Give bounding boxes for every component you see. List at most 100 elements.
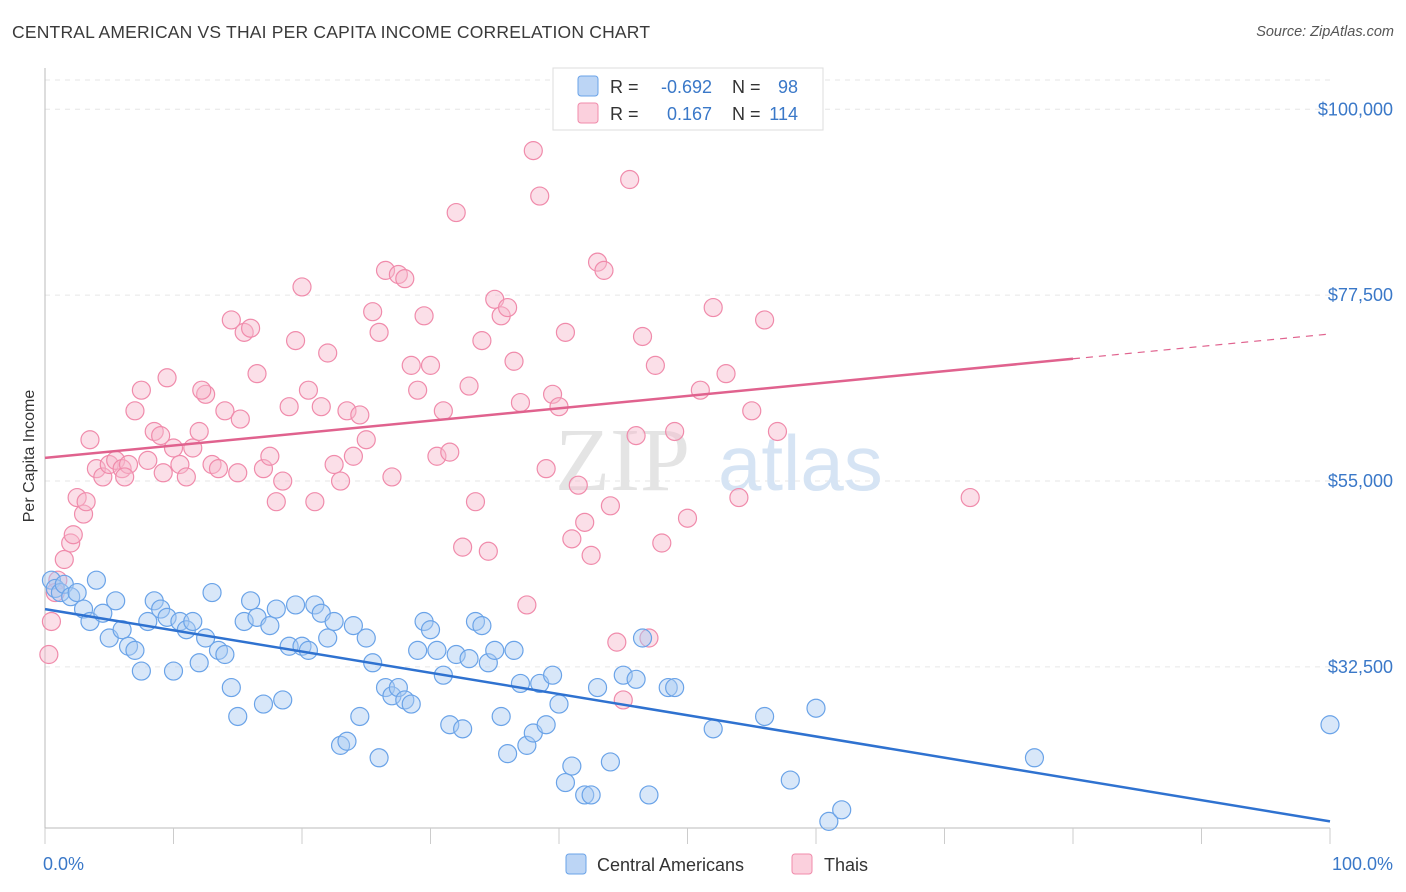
central-americans-trend-line [44, 607, 1331, 823]
central-americans-point [600, 752, 621, 772]
thais-point [401, 355, 421, 375]
thais-point [498, 297, 518, 318]
thais-point [54, 549, 74, 570]
thais-point [241, 318, 261, 338]
gridlines [45, 79, 1330, 668]
thais-point [298, 380, 319, 400]
trend-lines [44, 333, 1331, 823]
legend-r-value-1: -0.692 [661, 77, 712, 97]
central-americans-point [517, 735, 537, 755]
central-americans-point [587, 677, 608, 698]
thais-point [632, 326, 653, 347]
thais-point [716, 364, 736, 384]
thais-point [118, 454, 139, 475]
thais-point [39, 644, 59, 665]
bottom-legend-swatch-pink [791, 853, 813, 875]
legend-r-value-2: 0.167 [667, 104, 712, 124]
central-americans-point [273, 690, 293, 710]
central-americans-point [498, 744, 518, 764]
thais-point [247, 364, 267, 384]
thais-point [536, 459, 556, 479]
central-americans-point [562, 756, 582, 776]
central-americans-point [234, 611, 254, 632]
y-tick-label: $32,500 [1328, 657, 1393, 677]
central-americans-point [86, 570, 107, 590]
thais-point [115, 467, 135, 487]
central-americans-point [472, 616, 492, 636]
thais-point [395, 269, 415, 289]
central-americans-point [806, 698, 826, 718]
legend-n-label-2: N = [732, 104, 761, 124]
legend: R = -0.692 N = 98 R = 0.167 N = 114 [552, 67, 824, 131]
thais-point [292, 277, 312, 297]
legend-n-label-1: N = [732, 77, 761, 97]
thais-point [459, 376, 479, 396]
central-americans-point [453, 719, 473, 739]
thais-point [375, 260, 396, 280]
thais-point [523, 141, 543, 161]
central-americans-point [318, 628, 338, 648]
central-americans-point [639, 785, 659, 805]
central-americans-point [260, 616, 280, 636]
central-americans-point [665, 677, 685, 698]
central-americans-point [337, 731, 357, 751]
thais-point [607, 632, 627, 652]
central-americans-point [819, 811, 839, 831]
central-americans-points [41, 570, 1340, 831]
central-americans-point [504, 640, 524, 660]
central-americans-point [832, 800, 852, 820]
thais-point [260, 446, 280, 466]
thais-point [453, 537, 473, 557]
thais-point [620, 169, 640, 190]
legend-swatch-blue [577, 75, 599, 97]
thais-point [73, 504, 94, 524]
central-americans-point [549, 694, 569, 714]
bottom-legend: Central Americans Thais [565, 853, 868, 875]
thais-point [183, 438, 203, 458]
thais-point [517, 595, 537, 615]
thais-point [125, 401, 145, 421]
central-americans-point [266, 599, 286, 619]
thais-point [465, 492, 486, 512]
central-americans-point [408, 640, 428, 660]
central-americans-point [581, 785, 601, 805]
thais-point [215, 401, 235, 421]
thais-point [677, 508, 698, 528]
thais-point [151, 426, 171, 446]
central-americans-point [388, 677, 408, 698]
y-tick-label: $77,500 [1328, 285, 1393, 305]
central-americans-point [626, 669, 646, 689]
central-americans-point [536, 715, 556, 735]
thais-point [330, 471, 351, 491]
thais-point [337, 401, 357, 421]
central-americans-point [125, 640, 145, 660]
thais-point [343, 446, 363, 466]
thais-point [324, 454, 344, 475]
thais-point [305, 492, 325, 512]
central-americans-point [420, 620, 441, 640]
thais-point [63, 525, 83, 545]
thais-point [228, 463, 248, 483]
thais-point [273, 471, 293, 491]
thais-point [542, 384, 563, 404]
bottom-legend-label-blue: Central Americans [597, 855, 744, 875]
central-americans-point [754, 706, 775, 727]
central-americans-point [1024, 748, 1045, 768]
watermark-atlas: atlas [718, 419, 883, 507]
thais-point [504, 351, 524, 371]
thais-point [440, 442, 460, 462]
thais-point [153, 463, 173, 483]
thais-point [665, 421, 685, 442]
central-americans-point [183, 611, 203, 632]
legend-n-value-2: 114 [769, 104, 798, 124]
central-americans-point [106, 591, 126, 611]
thais-point [446, 202, 466, 223]
thais-point [652, 533, 672, 553]
thais-trend-line [44, 357, 1074, 460]
source-label: Source: ZipAtlas.com [1256, 24, 1394, 40]
thais-point [67, 487, 87, 508]
watermark: ZIP atlas [555, 411, 883, 510]
central-americans-point [189, 653, 209, 673]
central-americans-point [542, 665, 563, 685]
thais-point [414, 306, 434, 326]
